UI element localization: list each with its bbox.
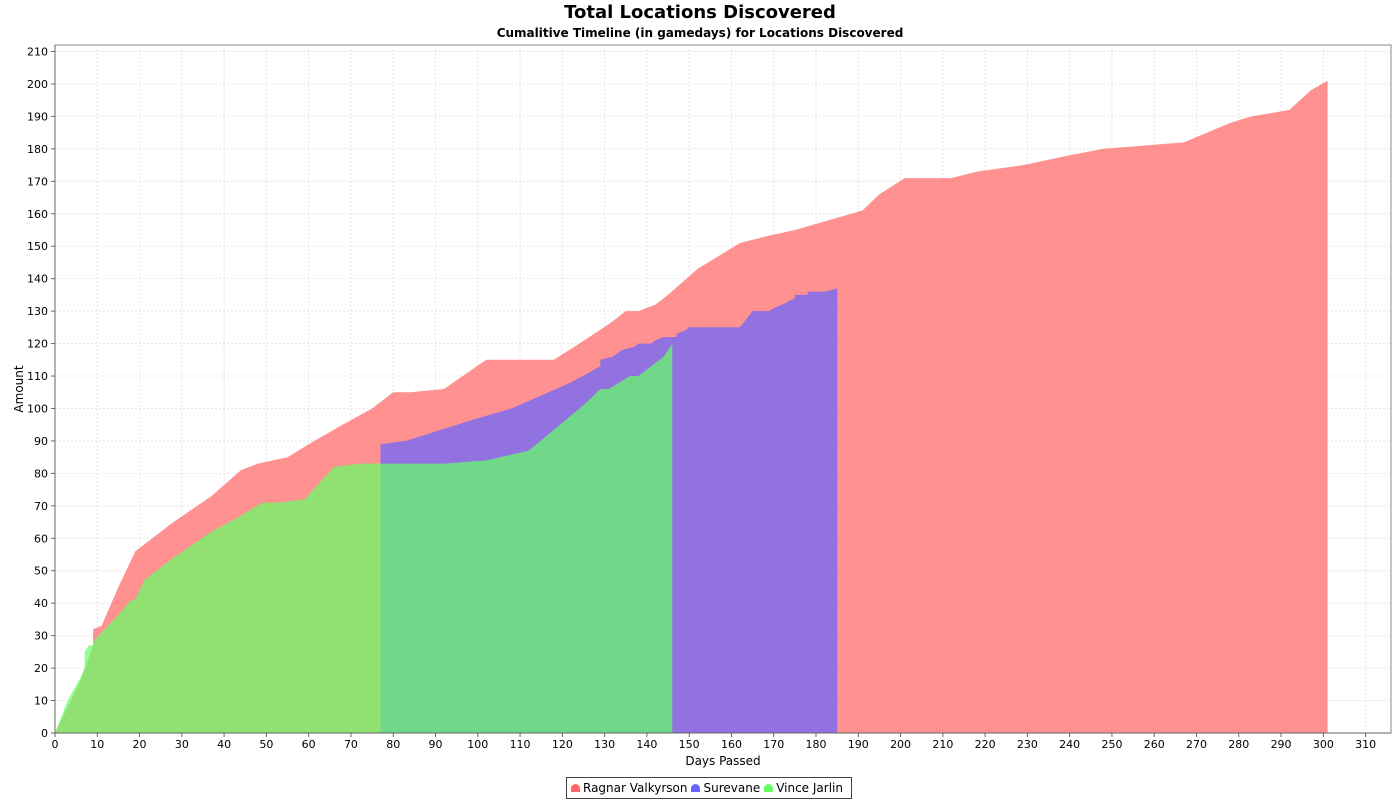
x-tick-label: 290 [1271,738,1292,751]
y-tick-label: 90 [34,435,48,448]
y-axis-label: Amount [12,365,26,412]
legend-item-vince-jarlin: Vince Jarlin [764,781,843,795]
y-tick-label: 110 [27,370,48,383]
x-tick-label: 50 [259,738,273,751]
x-tick-label: 210 [932,738,953,751]
x-tick-label: 170 [763,738,784,751]
series-area-vince-jarlin [55,343,673,733]
series-layer [55,80,1328,733]
x-axis-label: Days Passed [685,754,760,768]
y-tick-label: 210 [27,45,48,58]
chart-title: Total Locations Discovered [564,2,836,23]
x-tick-label: 180 [806,738,827,751]
x-tick-label: 260 [1144,738,1165,751]
y-tick-label: 30 [34,630,48,643]
axes: 0 10 20 30 40 50 60 70 80 90 100 110 120 130 140 150 160… [27,45,1391,751]
x-tick-label: 40 [217,738,231,751]
y-tick-label: 160 [27,208,48,221]
x-tick-label: 130 [594,738,615,751]
x-tick-label: 200 [890,738,911,751]
x-tick-label: 240 [1059,738,1080,751]
x-tick-label: 100 [467,738,488,751]
y-tick-label: 10 [34,695,48,708]
x-tick-label: 280 [1228,738,1249,751]
y-tick-label: 170 [27,175,48,188]
y-tick-label: 40 [34,597,48,610]
y-tick-label: 120 [27,338,48,351]
x-tick-label: 0 [52,738,59,751]
y-tick-label: 180 [27,143,48,156]
x-tick-label: 60 [302,738,316,751]
x-tick-label: 230 [1017,738,1038,751]
x-tick-label: 270 [1186,738,1207,751]
y-tick-label: 140 [27,273,48,286]
y-tick-label: 20 [34,662,48,675]
legend-swatch [691,784,701,792]
legend-swatch [571,784,580,792]
y-tick-label: 100 [27,402,48,415]
legend-label: Surevane [703,781,761,795]
x-tick-label: 70 [344,738,358,751]
x-tick-label: 80 [386,738,400,751]
chart-subtitle: Cumalitive Timeline (in gamedays) for Lo… [496,26,904,40]
y-tick-label: 80 [34,467,48,480]
x-tick-label: 120 [552,738,573,751]
x-tick-label: 10 [90,738,104,751]
x-tick-label: 250 [1101,738,1122,751]
x-tick-label: 30 [175,738,189,751]
legend-item-ragnar-valkyrson: Ragnar Valkyrson [571,781,687,795]
legend-item-surevane: Surevane [691,781,760,795]
x-tick-label: 90 [429,738,443,751]
x-tick-label: 110 [510,738,531,751]
x-tick-label: 160 [721,738,742,751]
y-tick-label: 190 [27,110,48,123]
y-tick-label: 130 [27,305,48,318]
y-tick-label: 60 [34,532,48,545]
y-tick-label: 200 [27,78,48,91]
legend-label: Ragnar Valkyrson [583,781,688,795]
x-tick-label: 140 [636,738,657,751]
x-tick-label: 300 [1313,738,1334,751]
y-tick-label: 70 [34,500,48,513]
x-tick-label: 190 [848,738,869,751]
legend-label: Vince Jarlin [776,781,843,795]
legend: Ragnar Valkyrson Surevane Vince Jarlin [566,777,852,799]
x-tick-label: 20 [133,738,147,751]
x-tick-label: 150 [679,738,700,751]
y-tick-label: 0 [41,727,48,740]
x-tick-label: 310 [1355,738,1376,751]
y-tick-label: 150 [27,240,48,253]
x-tick-label: 220 [975,738,996,751]
y-tick-label: 50 [34,565,48,578]
legend-swatch [764,784,774,792]
